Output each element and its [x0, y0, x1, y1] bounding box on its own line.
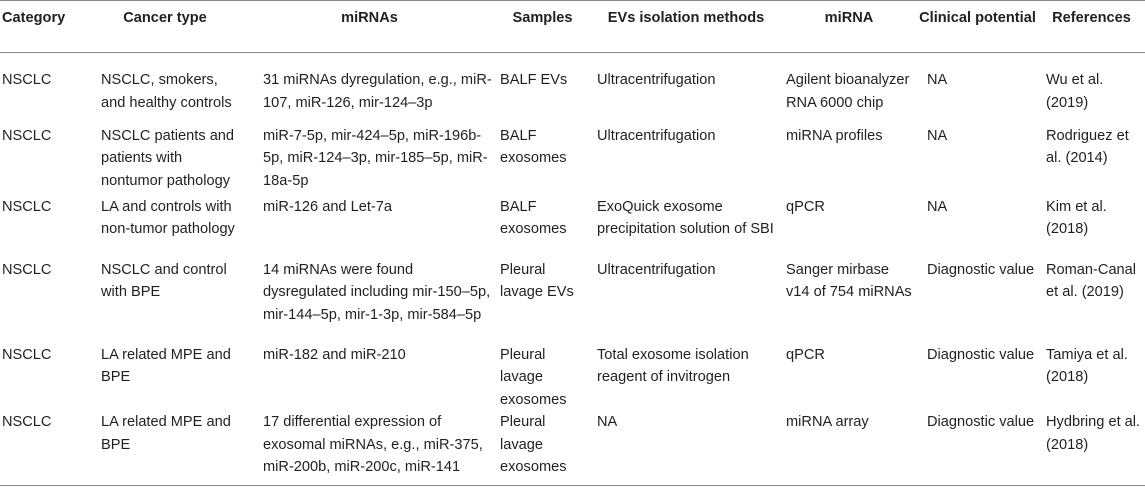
header-mirnas: miRNAs — [341, 10, 398, 26]
cell-mirna-method: Sanger mirbase v14 of 754 miRNAs — [786, 261, 912, 301]
cell-cancer-type: NSCLC patients and patients with nontumo… — [101, 127, 235, 189]
cell-samples: Pleural lavage EVs — [500, 261, 574, 301]
cell-clinical-potential: NA — [927, 72, 948, 88]
cell-mirnas: miR-7-5p, mir-424–5p, miR-196b-5p, miR-1… — [263, 127, 488, 189]
cell-isolation-method: Ultracentrifugation — [597, 72, 716, 88]
cell-mirna-method: miRNA profiles — [786, 127, 883, 144]
cell-cancer-type: NSCLC and control with BPE — [101, 261, 227, 301]
cell-isolation-method: Total exosome isolation reagent of invit… — [597, 346, 749, 386]
header-cancer-type: Cancer type — [123, 10, 207, 26]
cell-cancer-type: LA and controls with non-tumor pathology — [101, 198, 235, 238]
header-mirna: miRNA — [824, 10, 874, 26]
cell-samples: BALF exosomes — [500, 127, 567, 167]
cell-clinical-potential: Diagnostic value — [927, 261, 1035, 278]
cell-reference: Tamiya et al. (2018) — [1046, 346, 1128, 386]
cell-category: NSCLC — [2, 261, 52, 278]
cell-category: NSCLC — [2, 346, 52, 363]
cell-isolation-method: NA — [597, 414, 618, 430]
cell-mirnas: miR-182 and miR-210 — [263, 346, 406, 363]
cell-reference: Roman-Canal et al. (2019) — [1046, 261, 1137, 301]
cell-mirna-method: qPCR — [786, 346, 825, 363]
cell-cancer-type: LA related MPE and BPE — [101, 414, 231, 453]
cell-mirnas: 14 miRNAs were found dysregulated includ… — [263, 261, 491, 323]
cell-category: NSCLC — [2, 414, 52, 430]
cell-isolation-method: ExoQuick exosome precipitation solution … — [597, 198, 774, 238]
table-row: NSCLC NSCLC and control with BPE 14 miRN… — [0, 259, 1145, 344]
cell-clinical-potential: Diagnostic value — [927, 414, 1035, 430]
header-samples: Samples — [512, 10, 573, 26]
cell-reference: Hydbring et al. (2018) — [1046, 414, 1141, 453]
cell-category: NSCLC — [2, 198, 52, 215]
header-row: Category Cancer type miRNAs Samples EVs … — [0, 0, 1145, 53]
cell-isolation-method: Ultracentrifugation — [597, 127, 716, 144]
cell-reference: Kim et al. (2018) — [1046, 198, 1107, 238]
header-category: Category — [2, 10, 66, 26]
cell-mirna-method: miRNA array — [786, 414, 869, 430]
cell-mirna-method: qPCR — [786, 198, 825, 215]
cell-samples: BALF EVs — [500, 72, 568, 88]
cell-samples: BALF exosomes — [500, 198, 567, 238]
cell-samples: Pleural lavage exosomes — [500, 346, 567, 408]
header-references: References — [1052, 10, 1131, 26]
cell-cancer-type: LA related MPE and BPE — [101, 346, 231, 386]
cell-category: NSCLC — [2, 72, 52, 88]
header-clinical-potential: Clinical potential — [919, 10, 1036, 26]
table-row: NSCLC LA related MPE and BPE 17 differen… — [0, 411, 1145, 485]
table-body: NSCLC NSCLC, smokers, and healthy contro… — [0, 53, 1145, 485]
table-row: NSCLC LA and controls with non-tumor pat… — [0, 196, 1145, 259]
cell-clinical-potential: Diagnostic value — [927, 346, 1035, 363]
cell-mirnas: 31 miRNAs dyregulation, e.g., miR-107, m… — [263, 72, 492, 111]
table-row: NSCLC LA related MPE and BPE miR-182 and… — [0, 344, 1145, 412]
table-header: Category Cancer type miRNAs Samples EVs … — [0, 0, 1145, 53]
cell-mirnas: miR-126 and Let-7a — [263, 198, 392, 215]
cell-mirnas: 17 differential expression of exosomal m… — [263, 414, 483, 475]
cell-clinical-potential: NA — [927, 198, 948, 215]
table-row: NSCLC NSCLC, smokers, and healthy contro… — [0, 53, 1145, 125]
cell-cancer-type: NSCLC, smokers, and healthy controls — [101, 72, 232, 111]
header-isolation-methods: EVs isolation methods — [607, 10, 765, 26]
cell-category: NSCLC — [2, 127, 52, 144]
cell-clinical-potential: NA — [927, 127, 948, 144]
cell-isolation-method: Ultracentrifugation — [597, 261, 716, 278]
cell-samples: Pleural lavage exosomes — [500, 414, 567, 475]
table-row: NSCLC NSCLC patients and patients with n… — [0, 125, 1145, 196]
cell-mirna-method: Agilent bioanalyzer RNA 6000 chip — [786, 72, 910, 111]
cell-reference: Rodriguez et al. (2014) — [1046, 127, 1129, 167]
cell-reference: Wu et al. (2019) — [1046, 72, 1104, 111]
